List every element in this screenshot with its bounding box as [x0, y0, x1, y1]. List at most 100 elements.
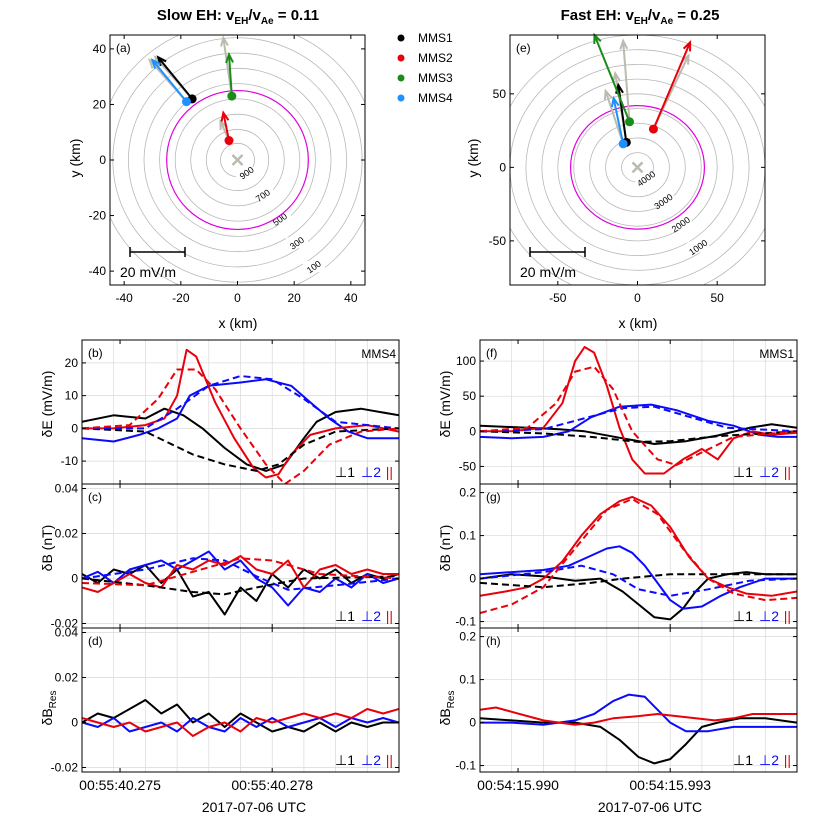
field-arrow-mms3 [228, 54, 233, 97]
component-par-label: || [784, 752, 791, 768]
y-tick-label: 0.04 [55, 626, 79, 640]
x-tick-label: -40 [115, 291, 133, 305]
contour-ring [190, 113, 285, 207]
contour-ring [557, 93, 718, 242]
component-perp1-label: ⊥1 [733, 608, 753, 624]
x-tick-label: 50 [711, 291, 725, 305]
contour-ring [525, 64, 750, 271]
y-tick-label: 0.1 [459, 529, 476, 543]
y-tick-label: 40 [93, 42, 107, 56]
field-arrow-mms2-head [682, 39, 692, 52]
y-tick-label: 0 [71, 421, 78, 435]
y-tick-label: 0 [99, 153, 106, 167]
field-arrow-mms4 [612, 98, 625, 145]
ylabel-e: y (km) [465, 139, 481, 178]
ylabel-f: δE (mV/m) [437, 371, 453, 438]
center-cross [631, 161, 644, 174]
component-perp2-label: ⊥2 [361, 464, 381, 480]
legend-label-mms3: MMS3 [418, 71, 453, 85]
center-cross [231, 154, 244, 166]
series-b-perp1 [480, 571, 797, 621]
sc-label-right: MMS1 [759, 347, 794, 361]
series-e-par-fit [480, 365, 797, 466]
contour-ring [573, 108, 702, 227]
x-tick-label: 40 [344, 291, 358, 305]
x-tick-label: 00:54:15.993 [629, 777, 711, 793]
component-perp2-label: ⊥2 [759, 752, 779, 768]
y-tick-label: -10 [61, 454, 79, 468]
y-tick-label: 0.04 [55, 482, 79, 496]
gray-arrow-mms4-head [603, 88, 613, 100]
date-right: 2017-07-06 UTC [598, 799, 702, 815]
ylabel-a: y (km) [67, 139, 83, 178]
contour-label-bg [302, 261, 325, 273]
series-e-perp2-fit [480, 405, 797, 433]
component-perp1-label: ⊥1 [733, 464, 753, 480]
x-tick-label: 0 [234, 291, 241, 305]
plot-area [480, 495, 797, 621]
y-tick-label: -0.1 [455, 759, 476, 773]
y-tick-label: -0.02 [51, 617, 79, 631]
x-tick-label: 00:54:15.990 [477, 777, 559, 793]
field-arrow-mms3-head [225, 51, 234, 64]
xlabel-a: x (km) [219, 315, 258, 331]
series-b-par-fit [480, 498, 797, 614]
y-tick-label: 0.2 [459, 486, 476, 500]
contour-ring [159, 83, 316, 237]
y-tick-label: 0 [71, 716, 78, 730]
series-b-par [82, 555, 399, 593]
y-tick-label: 0 [469, 572, 476, 586]
panel-label: (a) [116, 41, 131, 55]
y-tick-label: 10 [65, 389, 79, 403]
panel-label: (f) [486, 346, 497, 360]
contour-ring [589, 122, 686, 212]
date-left: 2017-07-06 UTC [202, 799, 306, 815]
panel-f-dE: -50 0 50 100 (f) || ⊥2 ⊥1 [456, 339, 798, 485]
contour-label-bg [251, 189, 274, 201]
panel-label: (d) [88, 634, 103, 648]
series-b-perp2 [480, 545, 797, 610]
axes-frame [509, 34, 766, 286]
gray-arrow-mms3-head [220, 35, 229, 47]
legend: MMS1 MMS2 MMS3 MMS4 [397, 31, 453, 105]
series-res-par [480, 706, 797, 726]
sc-marker-mms4 [618, 139, 628, 149]
gray-arrow-mms1-head [612, 70, 621, 83]
y-tick-label: -20 [89, 209, 107, 223]
gray-arrow-mms4 [604, 90, 625, 145]
series-b-perp2 [82, 550, 399, 607]
contour-label-bg [285, 237, 308, 249]
xlabel-e: x (km) [619, 315, 658, 331]
y-tick-label: 100 [456, 354, 476, 368]
y-tick-label: 0 [71, 572, 78, 586]
panel-label: (g) [486, 490, 501, 504]
component-par-label: || [386, 752, 393, 768]
series-b-par-fit [82, 557, 399, 587]
panel-d-dBres: -0.02 0 0.02 0.04 00:55:40.275 00:55:40.278 (d… [51, 626, 400, 793]
panel-label: (h) [486, 634, 501, 648]
series-b-perp1-fit [480, 573, 797, 589]
x-tick-label: 20 [287, 291, 301, 305]
contour-label: 3000 [652, 192, 674, 212]
y-tick-label: 0.1 [459, 673, 476, 687]
panel-h-dBres: -0.1 0 0.1 0.2 00:54:15.990 00:54:15.993 (h) ||… [455, 627, 798, 793]
series-e-par-fit [82, 368, 399, 484]
series-b-perp2-fit [82, 557, 399, 591]
panel-b-dE: -10 0 10 20 (b) || ⊥2 ⊥1 [61, 339, 400, 485]
contour-ring [605, 137, 670, 198]
contour-label: 2000 [670, 215, 692, 235]
y-tick-label: 0.2 [459, 630, 476, 644]
field-arrow-mms3 [593, 34, 631, 123]
component-par-label: || [784, 608, 791, 624]
contour-label-bg [687, 241, 710, 253]
magenta-circle [166, 89, 309, 231]
y-tick-label: 20 [65, 356, 79, 370]
y-tick-label: 50 [463, 389, 477, 403]
plot-area [82, 348, 399, 484]
plot-area [82, 550, 399, 616]
panel-c-dB: -0.02 0 0.02 0.04 (c) || ⊥2 ⊥1 [51, 482, 400, 631]
axes-frame [81, 627, 400, 773]
